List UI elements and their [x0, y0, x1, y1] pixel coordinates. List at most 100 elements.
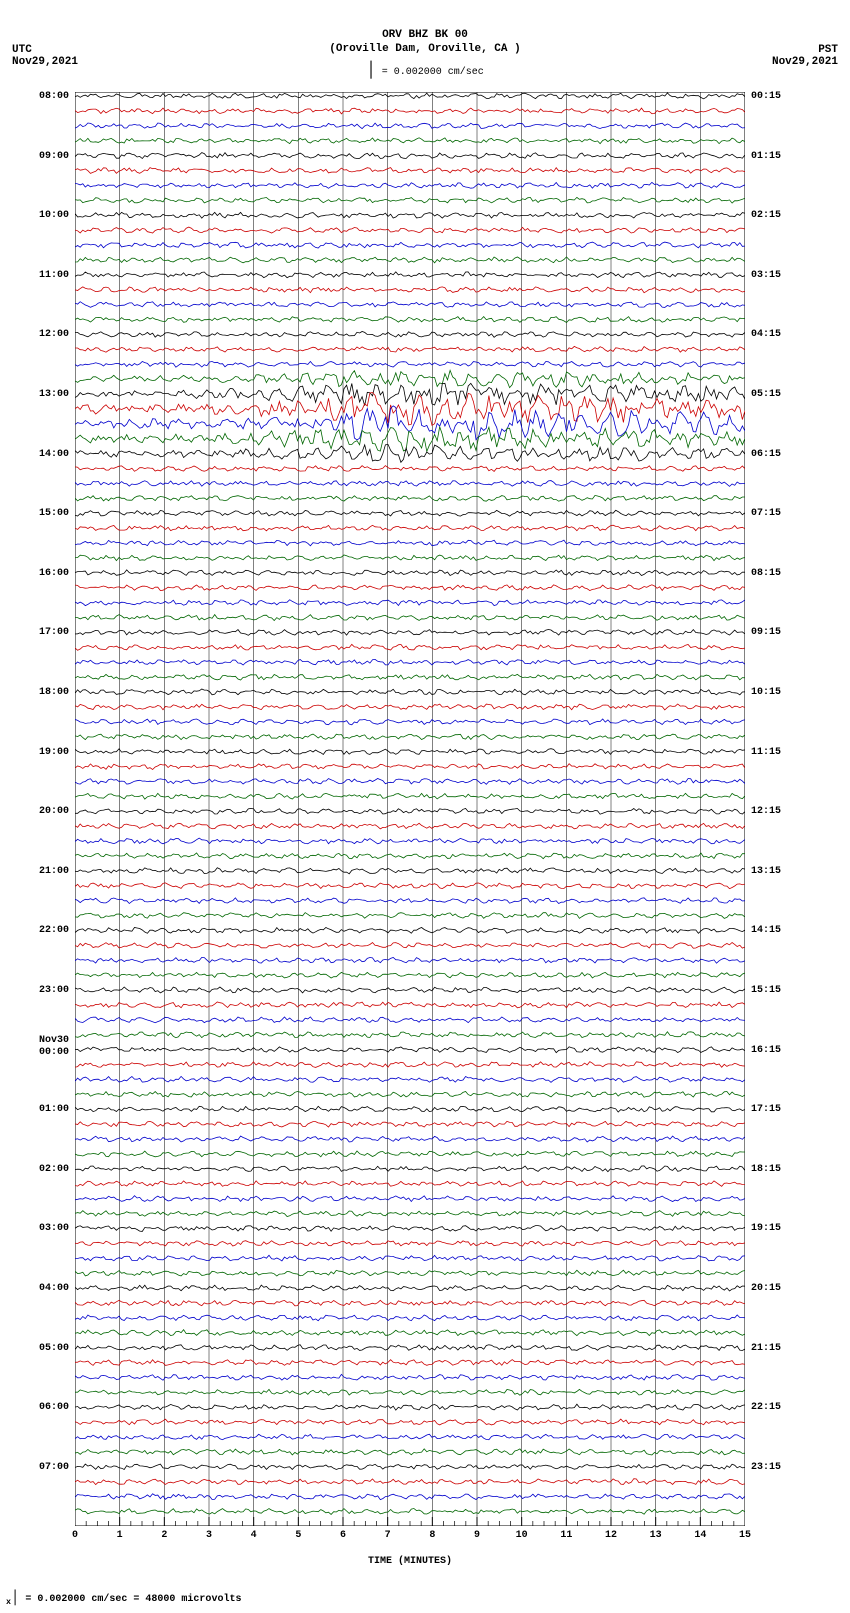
- seismic-trace: [75, 1196, 745, 1202]
- seismic-trace: [75, 928, 745, 934]
- seismic-trace: [75, 972, 745, 978]
- seismic-trace: [75, 1166, 745, 1172]
- x-tick-label: 15: [735, 1530, 755, 1541]
- pst-hour-label: 02:15: [751, 210, 811, 221]
- seismic-trace: [75, 362, 745, 368]
- seismic-trace: [75, 212, 745, 218]
- utc-hour-label: 16:00: [9, 568, 69, 579]
- utc-hour-label: 13:00: [9, 389, 69, 400]
- pst-hour-label: 18:15: [751, 1164, 811, 1175]
- utc-hour-label: 11:00: [9, 270, 69, 281]
- seismic-trace: [75, 1226, 745, 1232]
- tz-right-date: Nov29,2021: [772, 56, 838, 68]
- utc-hour-label: 19:00: [9, 747, 69, 758]
- title-line-1: ORV BHZ BK 00: [0, 28, 850, 42]
- seismic-trace: [75, 570, 745, 576]
- seismic-trace: [75, 302, 745, 308]
- x-tick-label: 2: [154, 1530, 174, 1541]
- seismic-trace: [75, 182, 745, 188]
- pst-hour-label: 01:15: [751, 151, 811, 162]
- utc-hour-label: 12:00: [9, 329, 69, 340]
- seismic-trace: [75, 853, 745, 859]
- seismic-trace: [75, 1017, 745, 1023]
- seismic-trace: [75, 1136, 745, 1142]
- seismic-trace: [75, 1330, 745, 1336]
- seismic-trace: [75, 1464, 745, 1469]
- timezone-right: PST Nov29,2021: [772, 44, 838, 68]
- utc-hour-label: 15:00: [9, 508, 69, 519]
- utc-hour-label: Nov30: [9, 1035, 69, 1046]
- seismic-trace: [75, 555, 745, 561]
- seismic-trace: [75, 1240, 745, 1246]
- chart-header: ORV BHZ BK 00 (Oroville Dam, Oroville, C…: [0, 0, 850, 57]
- x-tick-label: 1: [110, 1530, 130, 1541]
- seismic-trace: [75, 898, 745, 904]
- pst-hour-label: 05:15: [751, 389, 811, 400]
- seismic-trace: [75, 1062, 745, 1068]
- pst-hour-label: 11:15: [751, 747, 811, 758]
- seismic-trace: [75, 153, 745, 159]
- x-tick-label: 7: [378, 1530, 398, 1541]
- seismic-trace: [75, 1121, 745, 1127]
- seismic-trace: [75, 1092, 745, 1098]
- pst-hour-label: 20:15: [751, 1283, 811, 1294]
- seismic-trace: [75, 272, 745, 278]
- seismic-trace: [75, 242, 745, 248]
- pst-hour-label: 23:15: [751, 1462, 811, 1473]
- seismic-trace: [75, 346, 745, 352]
- x-tick-label: 6: [333, 1530, 353, 1541]
- seismic-trace: [75, 719, 745, 725]
- pst-hour-label: 21:15: [751, 1343, 811, 1354]
- pst-hour-label: 15:15: [751, 985, 811, 996]
- pst-hour-label: 00:15: [751, 91, 811, 102]
- seismic-trace: [75, 689, 745, 695]
- pst-hour-label: 13:15: [751, 866, 811, 877]
- pst-hour-label: 17:15: [751, 1104, 811, 1115]
- utc-hour-label: 08:00: [9, 91, 69, 102]
- seismic-trace: [75, 1509, 745, 1515]
- pst-hour-label: 09:15: [751, 627, 811, 638]
- seismic-trace: [75, 1374, 745, 1380]
- tz-left-date: Nov29,2021: [12, 56, 78, 68]
- seismic-trace: [75, 764, 745, 770]
- seismic-trace: [75, 444, 745, 462]
- seismic-trace: [75, 510, 745, 516]
- seismic-trace: [75, 383, 745, 405]
- utc-hour-label: 21:00: [9, 866, 69, 877]
- x-tick-label: 8: [422, 1530, 442, 1541]
- seismic-trace: [75, 466, 745, 472]
- seismogram-plot: [75, 92, 745, 1526]
- x-tick-label: 0: [65, 1530, 85, 1541]
- pst-hour-label: 08:15: [751, 568, 811, 579]
- x-tick-label: 12: [601, 1530, 621, 1541]
- seismic-trace: [75, 138, 745, 144]
- utc-hour-label: 14:00: [9, 449, 69, 460]
- x-tick-label: 11: [556, 1530, 576, 1541]
- utc-hour-label: 02:00: [9, 1164, 69, 1175]
- seismic-trace: [75, 1345, 745, 1351]
- seismic-trace: [75, 1151, 745, 1157]
- seismic-trace: [75, 1434, 745, 1440]
- footer-text: = 0.002000 cm/sec = 48000 microvolts: [19, 1594, 241, 1605]
- seismic-trace: [75, 93, 745, 99]
- footer-scale: x│ = 0.002000 cm/sec = 48000 microvolts: [6, 1590, 241, 1607]
- seismic-trace: [75, 838, 745, 844]
- seismic-trace: [75, 393, 745, 426]
- x-tick-label: 4: [244, 1530, 264, 1541]
- seismic-trace: [75, 1494, 745, 1500]
- tz-left-zone: UTC: [12, 44, 78, 56]
- tz-right-zone: PST: [772, 44, 838, 56]
- x-tick-label: 13: [646, 1530, 666, 1541]
- seismic-trace: [75, 1181, 745, 1187]
- seismic-trace: [75, 168, 745, 174]
- pst-hour-label: 16:15: [751, 1045, 811, 1056]
- timezone-left: UTC Nov29,2021: [12, 44, 78, 68]
- utc-hour-label: 23:00: [9, 985, 69, 996]
- seismic-trace: [75, 808, 745, 814]
- utc-hour-label: 22:00: [9, 925, 69, 936]
- seismic-trace: [75, 1270, 745, 1276]
- pst-hour-label: 10:15: [751, 687, 811, 698]
- utc-hour-label: 07:00: [9, 1462, 69, 1473]
- seismic-trace: [75, 227, 745, 233]
- pst-hour-label: 07:15: [751, 508, 811, 519]
